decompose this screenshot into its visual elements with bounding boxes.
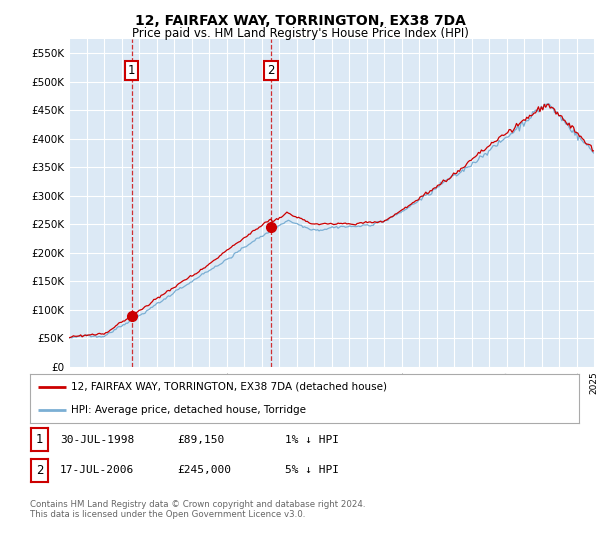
Text: 5% ↓ HPI: 5% ↓ HPI — [285, 465, 339, 475]
Text: 17-JUL-2006: 17-JUL-2006 — [60, 465, 134, 475]
Text: 2: 2 — [267, 64, 275, 77]
Text: 12, FAIRFAX WAY, TORRINGTON, EX38 7DA (detached house): 12, FAIRFAX WAY, TORRINGTON, EX38 7DA (d… — [71, 382, 387, 392]
Text: 1% ↓ HPI: 1% ↓ HPI — [285, 435, 339, 445]
Text: £89,150: £89,150 — [177, 435, 224, 445]
Text: 1: 1 — [128, 64, 136, 77]
Text: 1: 1 — [36, 433, 43, 446]
Text: 12, FAIRFAX WAY, TORRINGTON, EX38 7DA: 12, FAIRFAX WAY, TORRINGTON, EX38 7DA — [134, 14, 466, 28]
Text: Contains HM Land Registry data © Crown copyright and database right 2024.
This d: Contains HM Land Registry data © Crown c… — [30, 500, 365, 519]
Text: £245,000: £245,000 — [177, 465, 231, 475]
Text: 2: 2 — [36, 464, 43, 477]
Text: Price paid vs. HM Land Registry's House Price Index (HPI): Price paid vs. HM Land Registry's House … — [131, 27, 469, 40]
Text: HPI: Average price, detached house, Torridge: HPI: Average price, detached house, Torr… — [71, 405, 306, 416]
Text: 30-JUL-1998: 30-JUL-1998 — [60, 435, 134, 445]
